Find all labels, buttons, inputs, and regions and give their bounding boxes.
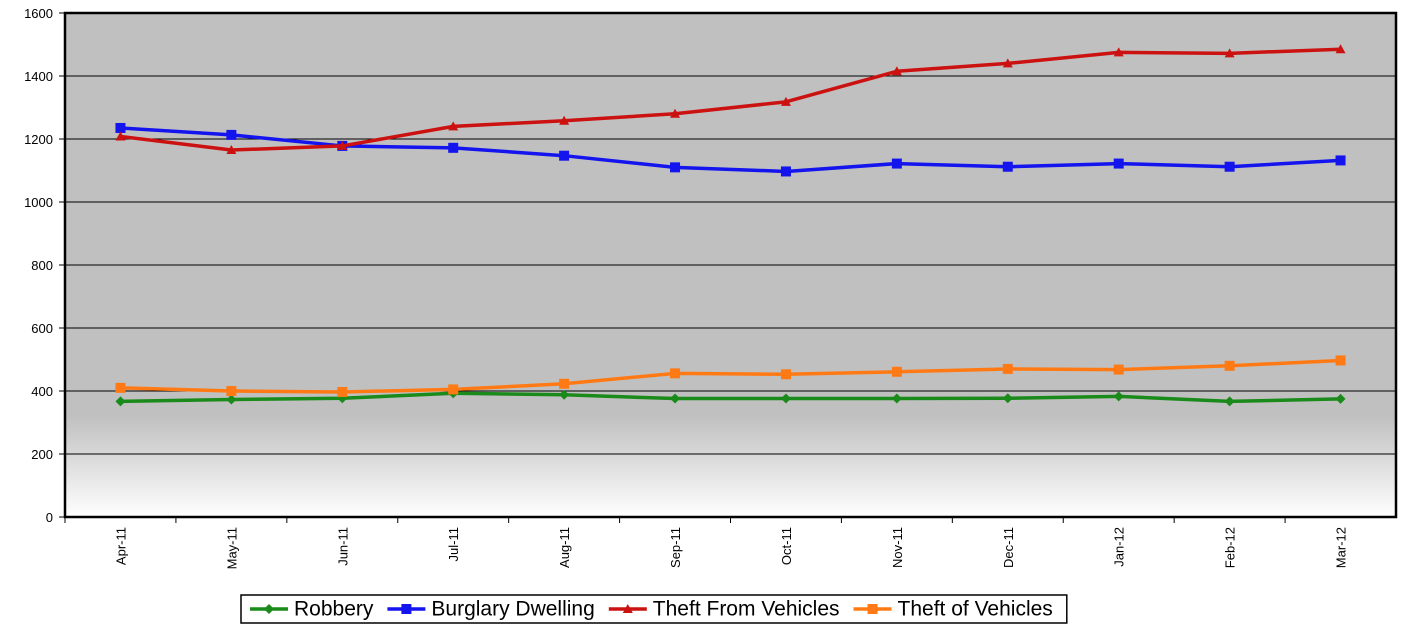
marker — [891, 393, 902, 404]
x-tick-label: Dec-11 — [1001, 527, 1016, 568]
x-tick-label: Oct-11 — [779, 527, 794, 565]
marker — [401, 604, 412, 614]
marker — [780, 166, 791, 177]
marker — [891, 366, 902, 377]
marker — [1224, 161, 1235, 172]
marker — [448, 142, 459, 153]
y-tick-label: 800 — [31, 258, 53, 273]
marker — [1002, 393, 1013, 404]
y-tick-label: 1400 — [24, 69, 53, 84]
y-tick-label: 400 — [31, 384, 53, 399]
y-tick-label: 1200 — [24, 132, 53, 147]
marker — [780, 369, 791, 380]
marker — [1002, 363, 1013, 374]
marker — [1224, 360, 1235, 371]
marker — [670, 368, 681, 379]
x-tick-label: Apr-11 — [113, 527, 128, 565]
marker — [226, 386, 237, 396]
marker — [226, 394, 237, 405]
marker — [1113, 391, 1124, 402]
x-tick-label: May-11 — [224, 527, 239, 569]
marker — [1002, 161, 1013, 172]
marker — [115, 382, 126, 393]
x-tick-label: Feb-12 — [1223, 527, 1238, 568]
legend-box — [240, 594, 1068, 624]
marker — [115, 131, 126, 141]
marker — [780, 96, 791, 106]
marker — [1113, 47, 1124, 57]
plot-border — [63, 11, 1398, 519]
marker — [1335, 44, 1346, 54]
marker — [115, 396, 126, 407]
marker — [264, 604, 274, 614]
series-line — [120, 47, 1341, 152]
marker — [670, 393, 681, 404]
x-tick-label: Mar-12 — [1334, 527, 1349, 568]
marker — [780, 393, 791, 404]
legend-label: Robbery — [294, 598, 374, 621]
series-line — [120, 358, 1341, 394]
marker — [1002, 58, 1013, 68]
legend-label: Burglary Dwelling — [431, 598, 594, 621]
x-tick-label: Nov-11 — [890, 527, 905, 568]
series-line — [120, 391, 1341, 404]
y-tick-label: 0 — [46, 510, 53, 525]
marker — [337, 386, 348, 397]
x-tick-label: Sep-11 — [668, 527, 683, 568]
marker — [1113, 364, 1124, 375]
legend-label: Theft From Vehicles — [653, 598, 840, 621]
marker — [670, 108, 681, 118]
marker — [448, 121, 459, 131]
marker — [1113, 158, 1124, 169]
marker — [559, 378, 570, 389]
x-tick-label: Jun-11 — [335, 527, 350, 566]
marker — [891, 66, 902, 76]
marker — [1335, 355, 1346, 366]
marker — [226, 129, 237, 140]
marker — [670, 162, 681, 173]
series-line — [120, 126, 1341, 174]
y-tick-label: 1600 — [24, 6, 53, 21]
x-tick-label: Jul-11 — [446, 527, 461, 561]
legend-label: Theft of Vehicles — [898, 598, 1053, 621]
marker — [1335, 393, 1346, 404]
marker — [1224, 396, 1235, 407]
marker — [891, 158, 902, 169]
y-tick-label: 600 — [31, 321, 53, 336]
marker — [1335, 155, 1346, 166]
marker — [559, 150, 570, 161]
marker — [867, 604, 878, 614]
marker — [1224, 48, 1235, 58]
y-tick-label: 200 — [31, 447, 53, 462]
y-tick-label: 1000 — [24, 195, 53, 210]
marker — [559, 115, 570, 125]
marker — [622, 604, 633, 613]
x-tick-label: Aug-11 — [557, 527, 572, 568]
marker — [337, 140, 348, 150]
x-tick-label: Jan-12 — [1112, 527, 1127, 567]
marker — [226, 145, 237, 155]
marker — [115, 122, 126, 133]
marker — [448, 384, 459, 395]
marker — [559, 389, 570, 400]
